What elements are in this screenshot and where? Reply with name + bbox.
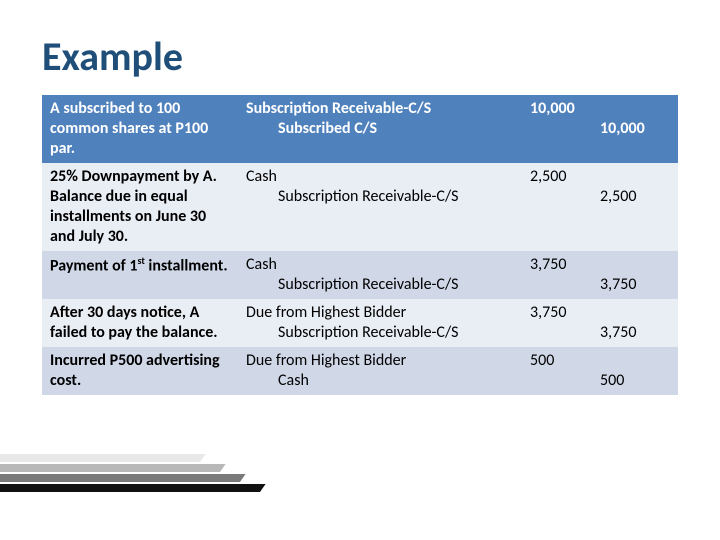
account-name: Subscribed C/S [246, 119, 530, 139]
account-name: Cash [246, 167, 530, 187]
credit-amount [600, 351, 670, 371]
transaction-description: A subscribed to 100 common shares at P10… [42, 95, 238, 163]
transaction-description: 25% Downpayment by A. Balance due in equ… [42, 163, 238, 251]
debit-line: Due from Highest Bidder3,750 [246, 303, 670, 323]
page-title: Example [0, 0, 720, 87]
credit-amount [600, 99, 670, 119]
transaction-description: Incurred P500 advertising cost. [42, 347, 238, 395]
debit-line: Due from Highest Bidder500 [246, 351, 670, 371]
credit-line: Subscription Receivable-C/S 2,500 [246, 187, 670, 207]
transaction-description: Payment of 1st installment. [42, 251, 238, 299]
account-name: Due from Highest Bidder [246, 351, 530, 371]
credit-line: Subscription Receivable-C/S 3,750 [246, 275, 670, 295]
journal-entry: Due from Highest Bidder3,750Subscription… [238, 299, 678, 347]
account-name: Cash [246, 371, 530, 391]
table-row: 25% Downpayment by A. Balance due in equ… [42, 163, 678, 251]
credit-line: Subscription Receivable-C/S 3,750 [246, 323, 670, 343]
credit-line: Subscribed C/S 10,000 [246, 119, 670, 139]
debit-amount: 3,750 [530, 303, 600, 323]
account-name: Subscription Receivable-C/S [246, 323, 530, 343]
credit-amount: 2,500 [600, 187, 670, 207]
account-name: Due from Highest Bidder [246, 303, 530, 323]
debit-line: Subscription Receivable-C/S10,000 [246, 99, 670, 119]
debit-line: Cash3,750 [246, 255, 670, 275]
credit-amount: 10,000 [600, 119, 670, 139]
credit-amount: 3,750 [600, 275, 670, 295]
debit-amount: 3,750 [530, 255, 600, 275]
table-row: A subscribed to 100 common shares at P10… [42, 95, 678, 163]
credit-line: Cash 500 [246, 371, 670, 391]
debit-amount [530, 275, 600, 295]
journal-entry: Cash3,750Subscription Receivable-C/S3,75… [238, 251, 678, 299]
table-row: Payment of 1st installment.Cash3,750Subs… [42, 251, 678, 299]
journal-entry: Due from Highest Bidder500Cash500 [238, 347, 678, 395]
debit-amount [530, 119, 600, 139]
table-row: Incurred P500 advertising cost.Due from … [42, 347, 678, 395]
debit-amount [530, 371, 600, 391]
credit-amount: 3,750 [600, 323, 670, 343]
account-name: Subscription Receivable-C/S [246, 99, 530, 119]
journal-table: A subscribed to 100 common shares at P10… [42, 95, 678, 395]
debit-amount [530, 187, 600, 207]
credit-amount: 500 [600, 371, 670, 391]
transaction-description: After 30 days notice, A failed to pay th… [42, 299, 238, 347]
debit-amount: 10,000 [530, 99, 600, 119]
journal-entry: Cash2,500Subscription Receivable-C/S2,50… [238, 163, 678, 251]
debit-amount [530, 323, 600, 343]
account-name: Cash [246, 255, 530, 275]
debit-line: Cash2,500 [246, 167, 670, 187]
debit-amount: 500 [530, 351, 600, 371]
journal-entry: Subscription Receivable-C/S10,000Subscri… [238, 95, 678, 163]
credit-amount [600, 167, 670, 187]
debit-amount: 2,500 [530, 167, 600, 187]
account-name: Subscription Receivable-C/S [246, 275, 530, 295]
account-name: Subscription Receivable-C/S [246, 187, 530, 207]
slide-decoration [0, 454, 230, 504]
credit-amount [600, 303, 670, 323]
credit-amount [600, 255, 670, 275]
table-row: After 30 days notice, A failed to pay th… [42, 299, 678, 347]
